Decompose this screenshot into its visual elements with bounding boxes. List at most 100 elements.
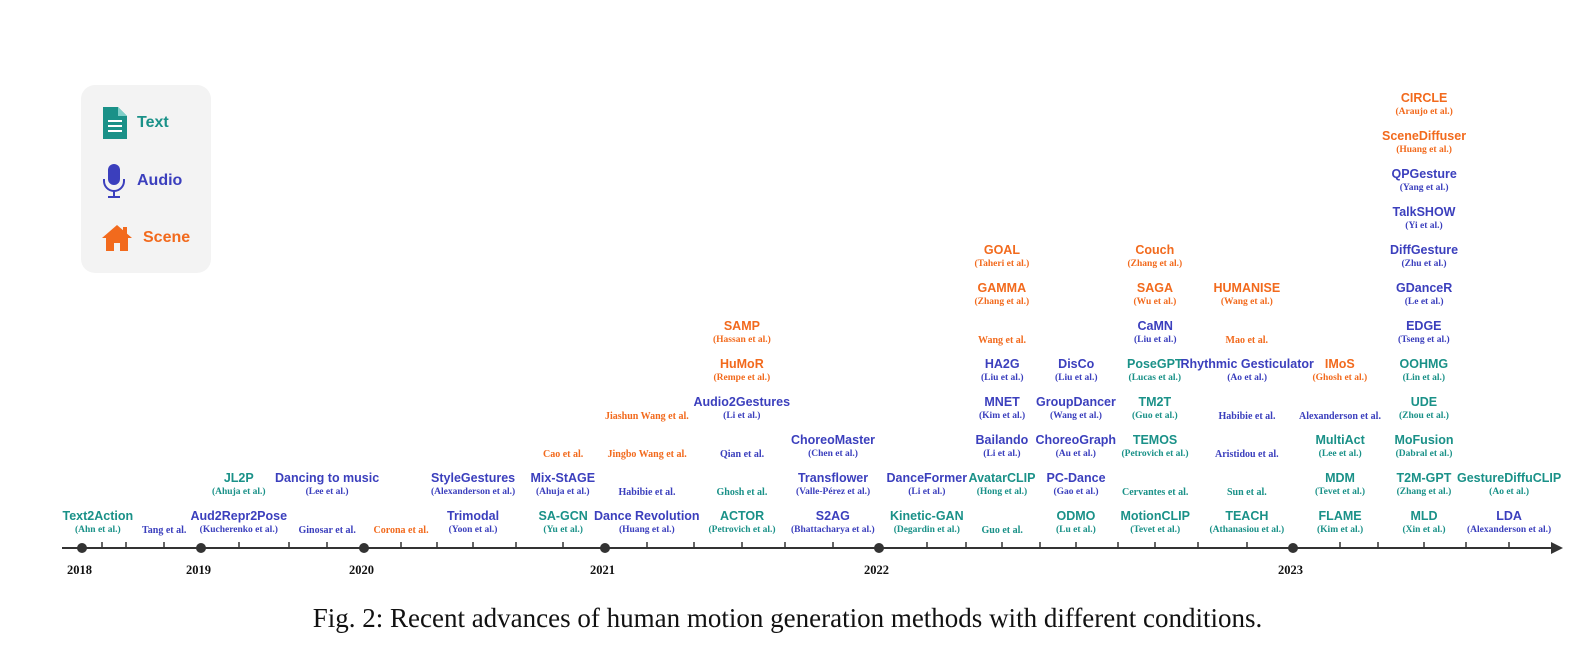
legend-item-text: Text [101, 107, 169, 139]
year-marker-dot [359, 543, 369, 553]
method-entry: T2M-GPT (Zhang et al.) [1397, 471, 1452, 499]
method-entry: Bailando (Li et al.) [976, 433, 1029, 461]
method-entry: MultiAct (Lee et al.) [1316, 433, 1365, 461]
method-entry: OOHMG (Lin et al.) [1400, 357, 1449, 385]
method-entry: FLAME (Kim et al.) [1317, 509, 1363, 537]
method-author: (Ao et al.) [1489, 487, 1530, 497]
method-name: HuMoR [719, 357, 764, 371]
method-author: (Rempe et al.) [713, 373, 771, 383]
method-entry: TalkSHOW (Yi et al.) [1393, 205, 1456, 233]
method-author: Habibie et al. [618, 487, 676, 498]
method-entry: Text2Action (Ahn et al.) [63, 509, 134, 537]
year-label: 2023 [1278, 563, 1303, 577]
method-author: (Athanasiou et al.) [1209, 525, 1285, 535]
method-name: OOHMG [1399, 357, 1449, 371]
method-author: (Alexanderson et al.) [1467, 525, 1552, 535]
method-name: IMoS [1324, 357, 1355, 371]
method-author: (Lin et al.) [1402, 373, 1446, 383]
method-name: TEMOS [1132, 433, 1178, 447]
method-entry: Cervantes et al. [1122, 486, 1188, 499]
method-author: (Tevet et al.) [1130, 525, 1181, 535]
method-author: (Guo et al.) [1132, 411, 1178, 421]
method-author: (Kim et al.) [1317, 525, 1364, 535]
method-entry: LDA (Alexanderson et al.) [1467, 509, 1551, 537]
method-entry: GDanceR (Le et al.) [1396, 281, 1452, 309]
method-entry: CaMN (Liu et al.) [1134, 319, 1176, 347]
method-name: MotionCLIP [1120, 509, 1190, 523]
method-author: (Lucas et al.) [1128, 373, 1182, 383]
year-marker-dot [600, 543, 610, 553]
method-author: Guo et al. [981, 525, 1023, 536]
method-entry: HuMoR (Rempe et al.) [714, 357, 771, 385]
method-entry: DiffGesture (Zhu et al.) [1390, 243, 1458, 271]
document-icon [103, 107, 127, 139]
method-entry: QPGesture (Yang et al.) [1392, 167, 1457, 195]
method-entry: SAGA (Wu et al.) [1134, 281, 1177, 309]
method-entry: UDE (Zhou et al.) [1399, 395, 1449, 423]
method-entry: Tang et al. [142, 524, 186, 537]
method-entry: ChoreoGraph (Au et al.) [1036, 433, 1117, 461]
method-entry: Corona et al. [374, 524, 429, 537]
method-entry: Couch (Zhang et al.) [1128, 243, 1183, 271]
method-entry: CIRCLE (Araujo et al.) [1396, 91, 1453, 119]
method-name: CaMN [1137, 319, 1173, 333]
legend-label-scene: Scene [143, 229, 191, 246]
method-entry: GAMMA (Zhang et al.) [975, 281, 1030, 309]
method-author: (Chen et al.) [808, 449, 858, 459]
method-name: LDA [1496, 509, 1522, 523]
method-author: (Lee et al.) [1318, 449, 1362, 459]
method-entry: MLD (Xin et al.) [1403, 509, 1446, 537]
year-marker-dot [196, 543, 206, 553]
method-author: (Hassan et al.) [713, 335, 771, 345]
year-label: 2018 [67, 563, 92, 577]
method-author: Ginosar et al. [298, 525, 356, 536]
method-entry: Jingbo Wang et al. [608, 448, 687, 461]
method-entry: Audio2Gestures (Li et al.) [694, 395, 791, 423]
method-author: (Lu et al.) [1056, 525, 1096, 535]
method-name: GroupDancer [1036, 395, 1116, 409]
method-name: DisCo [1058, 357, 1095, 371]
year-label: 2020 [349, 563, 374, 577]
method-name: Audio2Gestures [693, 395, 791, 409]
method-author: (Ghosh et al.) [1312, 373, 1368, 383]
method-entry: Dance Revolution (Huang et al.) [594, 509, 700, 537]
year-label: 2022 [864, 563, 889, 577]
method-name: Text2Action [62, 509, 134, 523]
method-name: MLD [1410, 509, 1438, 523]
method-entry: DanceFormer (Li et al.) [887, 471, 968, 499]
legend-label-text: Text [137, 114, 169, 131]
method-author: (Liu et al.) [1134, 335, 1177, 345]
method-author: (Zhu et al.) [1401, 259, 1447, 269]
method-entry: Cao et al. [543, 448, 583, 461]
method-author: (Li et al.) [983, 449, 1021, 459]
method-name: FLAME [1318, 509, 1362, 523]
method-name: HA2G [984, 357, 1020, 371]
method-name: Mix-StAGE [530, 471, 596, 485]
method-entry: Aristidou et al. [1215, 448, 1279, 461]
method-author: Corona et al. [373, 525, 429, 536]
method-entry: MotionCLIP (Tevet et al.) [1121, 509, 1190, 537]
method-author: (Liu et al.) [981, 373, 1024, 383]
method-author: (Ahn et al.) [74, 525, 121, 535]
method-name: CIRCLE [1400, 91, 1448, 105]
method-author: (Araujo et al.) [1395, 107, 1453, 117]
year-label: 2019 [186, 563, 211, 577]
method-name: ODMO [1056, 509, 1096, 523]
method-name: SceneDiffuser [1382, 129, 1467, 143]
house-icon [102, 225, 132, 251]
method-entry: Trimodal (Yoon et al.) [447, 509, 499, 537]
method-name: Kinetic-GAN [890, 509, 964, 523]
method-name: TalkSHOW [1392, 205, 1456, 219]
method-name: Bailando [975, 433, 1029, 447]
method-entry: PoseGPT (Lucas et al.) [1127, 357, 1183, 385]
method-entry: Kinetic-GAN (Degardin et al.) [890, 509, 964, 537]
method-author: (Ao et al.) [1227, 373, 1268, 383]
method-author: (Yoon et al.) [448, 525, 498, 535]
method-name: Aud2Repr2Pose [190, 509, 288, 523]
method-entry: Guo et al. [982, 524, 1023, 537]
method-entry: HA2G (Liu et al.) [981, 357, 1023, 385]
method-name: MultiAct [1315, 433, 1365, 447]
method-author: (Li et al.) [908, 487, 946, 497]
method-entry: Mix-StAGE (Ahuja et al.) [531, 471, 596, 499]
method-author: (Petrovich et al.) [1121, 449, 1189, 459]
